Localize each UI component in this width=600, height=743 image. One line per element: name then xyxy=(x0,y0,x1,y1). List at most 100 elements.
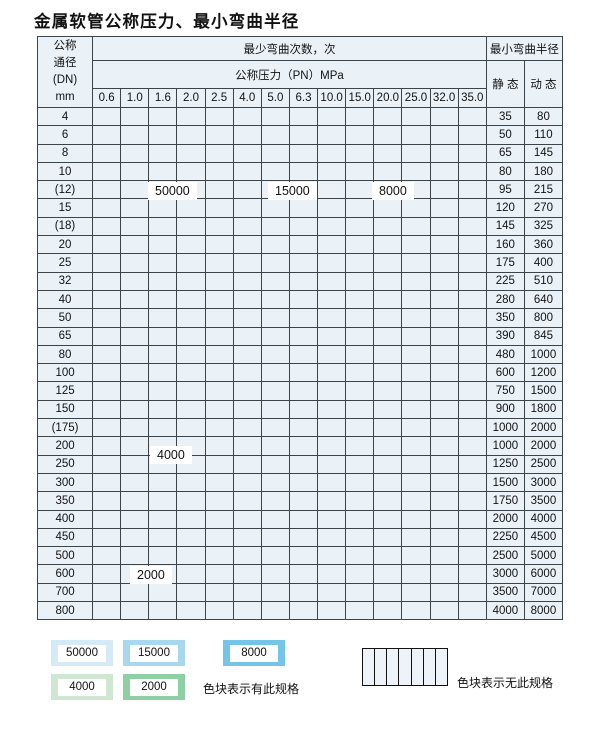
radius-static-value: 2500 xyxy=(485,546,525,566)
dn-value: 100 xyxy=(36,363,94,383)
cell-r15-c9 xyxy=(345,381,375,401)
cell-r13-c8 xyxy=(317,344,347,365)
radius-static-value: 95 xyxy=(485,180,525,200)
radius-dynamic-value: 2000 xyxy=(523,418,564,438)
cell-r6-c8 xyxy=(317,216,347,237)
cell-r7-c6 xyxy=(260,235,290,255)
page-title: 金属软管公称压力、最小弯曲半径 xyxy=(34,12,300,31)
radius-static-value: 50 xyxy=(485,125,525,145)
cell-r14-c6 xyxy=(260,363,290,383)
cell-r21-c4 xyxy=(204,491,234,511)
cell-r15-c5 xyxy=(232,381,262,401)
cell-r0-c11 xyxy=(401,106,431,127)
cell-r0-c12 xyxy=(429,106,459,127)
cell-r12-c5 xyxy=(232,326,262,346)
cell-r8-c4 xyxy=(204,253,234,273)
table-row: 40 280 640 xyxy=(36,289,564,310)
legend-chip-label: 2000 xyxy=(130,678,178,696)
pressure-col-12: 32.0 xyxy=(429,88,459,108)
cell-r12-c8 xyxy=(317,326,347,346)
cell-r17-c6 xyxy=(260,418,290,438)
cell-r22-c9 xyxy=(345,509,375,529)
cell-r6-c1 xyxy=(120,216,150,237)
cell-r15-c7 xyxy=(288,381,319,401)
cell-r20-c1 xyxy=(120,472,150,493)
cell-r2-c1 xyxy=(120,143,150,163)
cell-r18-c9 xyxy=(345,436,375,456)
cell-r6-c5 xyxy=(232,216,262,237)
cell-r9-c13 xyxy=(457,271,487,291)
header-dn: 公称 通径 (DN) mm xyxy=(36,36,94,108)
radius-static-value: 35 xyxy=(485,106,525,127)
cell-r0-c10 xyxy=(373,106,403,127)
cell-r2-c5 xyxy=(232,143,262,163)
cell-r1-c10 xyxy=(373,125,403,145)
cell-r19-c13 xyxy=(457,454,487,474)
cell-r2-c11 xyxy=(401,143,431,163)
spec-table: 公称 通径 (DN) mm 最少弯曲次数，次 最小弯曲半径 公称压力（PN）MPa 静 态动 … xyxy=(36,36,564,621)
legend-chip-label: 15000 xyxy=(130,644,178,662)
cell-r3-c3 xyxy=(176,161,206,182)
spec-table-container: 公称 通径 (DN) mm 最少弯曲次数，次 最小弯曲半径 公称压力（PN）MPa 静 态动 … xyxy=(36,36,564,626)
cell-r18-c8 xyxy=(317,436,347,456)
cell-r22-c8 xyxy=(317,509,347,529)
cell-r1-c8 xyxy=(317,125,347,145)
cell-r7-c11 xyxy=(401,235,431,255)
legend-no-spec-cell xyxy=(436,649,447,685)
cell-r4-c0 xyxy=(92,180,122,200)
cell-r18-c11 xyxy=(401,436,431,456)
cell-r14-c12 xyxy=(429,363,459,383)
radius-dynamic-value: 3000 xyxy=(523,472,564,493)
cell-r26-c9 xyxy=(345,582,375,603)
pressure-col-6: 5.0 xyxy=(260,88,290,108)
table-row: (175) 1000 2000 xyxy=(36,418,564,438)
radius-static-value: 280 xyxy=(485,289,525,310)
cell-r24-c10 xyxy=(373,546,403,566)
cell-r21-c6 xyxy=(260,491,290,511)
cell-r9-c12 xyxy=(429,271,459,291)
radius-static-value: 120 xyxy=(485,198,525,218)
legend-no-spec-cell xyxy=(387,649,400,685)
cell-r7-c10 xyxy=(373,235,403,255)
dn-value: (18) xyxy=(36,216,94,237)
cell-r26-c8 xyxy=(317,582,347,603)
table-row: 700 3500 7000 xyxy=(36,582,564,603)
cell-r14-c11 xyxy=(401,363,431,383)
cell-r1-c7 xyxy=(288,125,319,145)
cell-r9-c1 xyxy=(120,271,150,291)
cell-r22-c11 xyxy=(401,509,431,529)
cell-r10-c9 xyxy=(345,289,375,310)
cell-r15-c6 xyxy=(260,381,290,401)
radius-static-value: 160 xyxy=(485,235,525,255)
pressure-col-4: 2.5 xyxy=(204,88,234,108)
cell-r18-c7 xyxy=(288,436,319,456)
cell-r10-c5 xyxy=(232,289,262,310)
dn-value: 50 xyxy=(36,308,94,328)
cell-r3-c1 xyxy=(120,161,150,182)
cell-r15-c3 xyxy=(176,381,206,401)
cell-r19-c4 xyxy=(204,454,234,474)
radius-dynamic-value: 4000 xyxy=(523,509,564,529)
cell-r2-c6 xyxy=(260,143,290,163)
cell-r10-c6 xyxy=(260,289,290,310)
cell-r20-c5 xyxy=(232,472,262,493)
cell-r23-c8 xyxy=(317,527,347,548)
cell-r9-c11 xyxy=(401,271,431,291)
cell-r27-c6 xyxy=(260,601,290,621)
cell-r7-c7 xyxy=(288,235,319,255)
radius-dynamic-value: 800 xyxy=(523,308,564,328)
cell-r24-c11 xyxy=(401,546,431,566)
cell-r22-c1 xyxy=(120,509,150,529)
cell-r17-c7 xyxy=(288,418,319,438)
table-row: 800 4000 8000 xyxy=(36,601,564,621)
cell-r25-c5 xyxy=(232,564,262,584)
pressure-col-0: 0.6 xyxy=(92,88,122,108)
cell-r16-c7 xyxy=(288,399,319,420)
cell-r22-c10 xyxy=(373,509,403,529)
cell-r9-c7 xyxy=(288,271,319,291)
cell-r11-c5 xyxy=(232,308,262,328)
table-row: 350 1750 3500 xyxy=(36,491,564,511)
cell-r23-c0 xyxy=(92,527,122,548)
radius-dynamic-value: 1000 xyxy=(523,344,564,365)
cell-r16-c1 xyxy=(120,399,150,420)
